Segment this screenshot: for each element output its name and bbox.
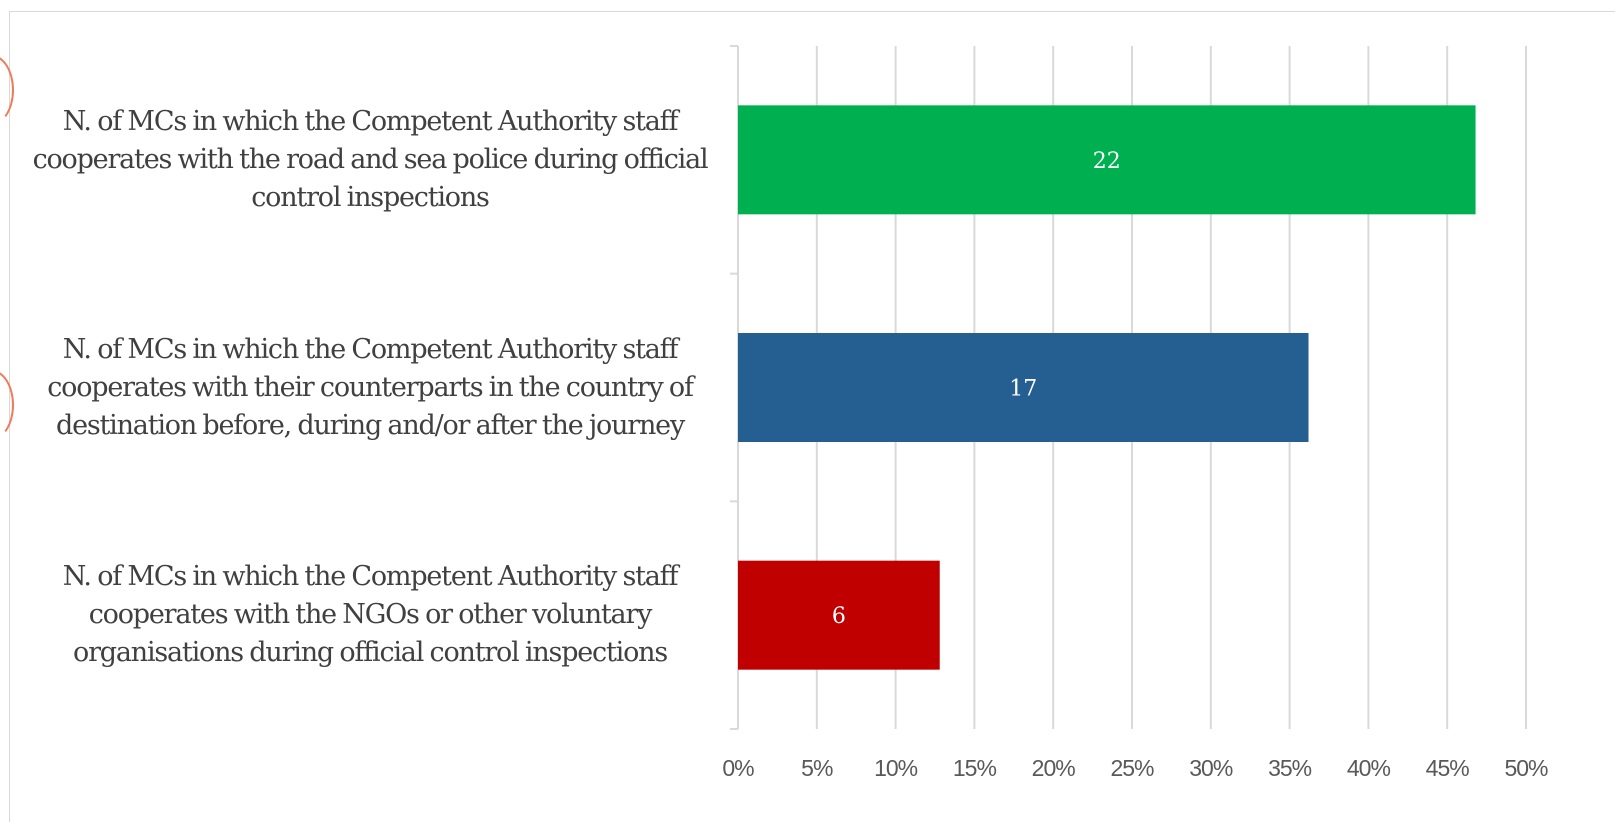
x-tick-label: 40%	[1347, 755, 1391, 781]
x-tick-label: 10%	[874, 755, 918, 781]
data-label: 17	[1009, 377, 1037, 402]
x-tick-label: 15%	[953, 755, 997, 781]
x-tick-label: 35%	[1268, 755, 1312, 781]
data-label: 6	[832, 604, 846, 629]
x-tick-label: 50%	[1504, 755, 1548, 781]
data-label: 22	[1093, 149, 1121, 174]
x-tick-label: 5%	[801, 755, 833, 781]
bar	[738, 333, 1309, 442]
category-label: N. of MCs in which the Competent Authori…	[47, 333, 694, 441]
x-tick-label: 45%	[1426, 755, 1470, 781]
category-label: N. of MCs in which the Competent Authori…	[62, 561, 679, 669]
bar	[738, 105, 1476, 215]
x-tick-label: 20%	[1032, 755, 1076, 781]
category-label: N. of MCs in which the Competent Authori…	[32, 105, 709, 213]
x-tick-label: 30%	[1189, 755, 1233, 781]
x-tick-label: 25%	[1110, 755, 1154, 781]
x-tick-label: 0%	[722, 755, 754, 781]
bar	[738, 560, 940, 670]
